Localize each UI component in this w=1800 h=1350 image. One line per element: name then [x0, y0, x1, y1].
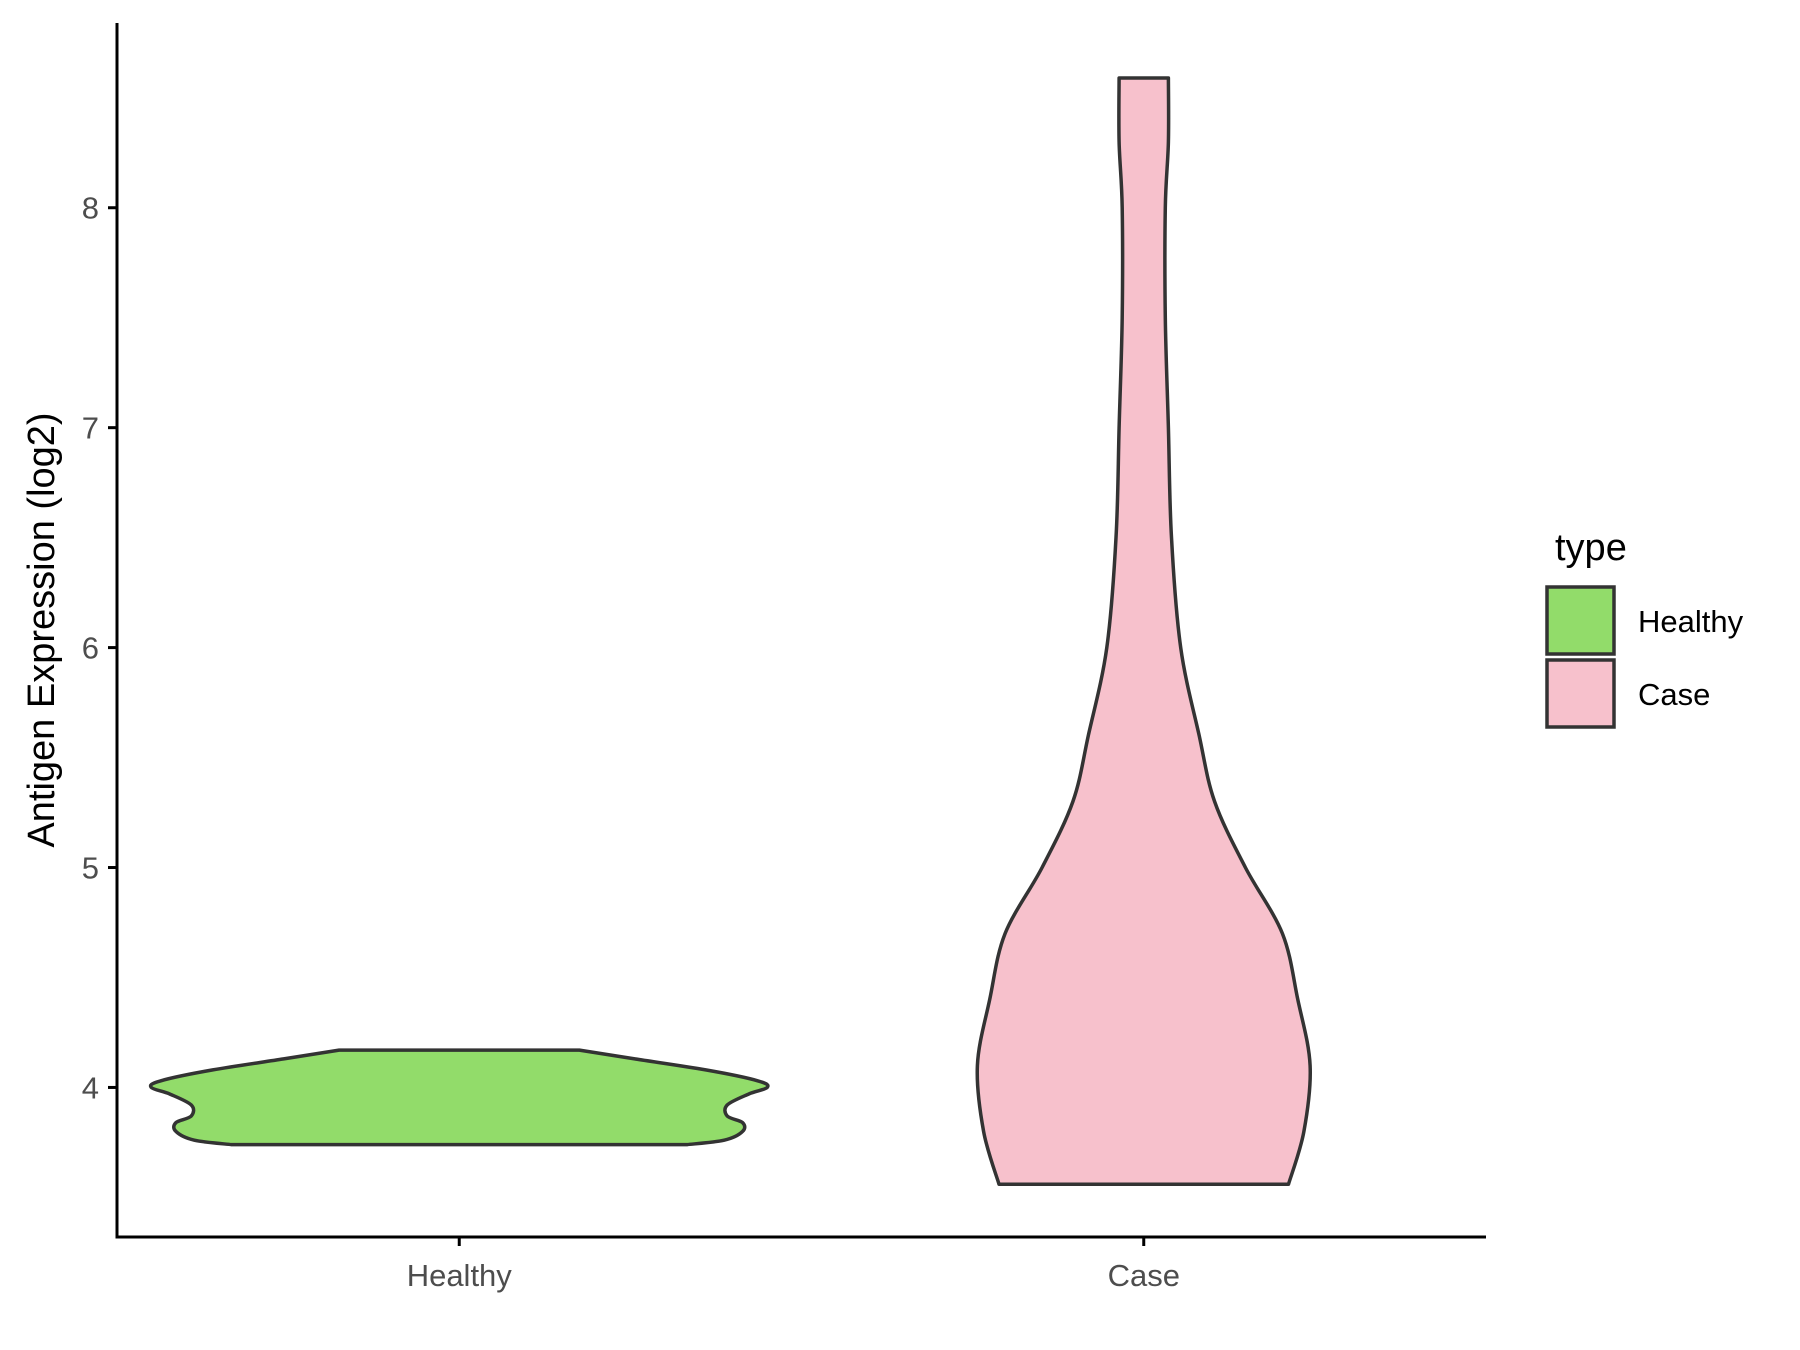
- legend: type Healthy Case: [1545, 527, 1744, 729]
- axes-layer: [115, 23, 1486, 1239]
- violin-layer: [148, 76, 1313, 1186]
- violin-case: [975, 76, 1313, 1186]
- y-tick-label: 6: [82, 631, 99, 666]
- y-tick-label: 8: [82, 191, 99, 226]
- violin-healthy: [148, 1048, 770, 1147]
- x-tick-label: Healthy: [407, 1258, 513, 1293]
- legend-title: type: [1555, 527, 1627, 569]
- y-tick-label: 5: [82, 851, 99, 886]
- y-tick-label: 7: [82, 411, 99, 446]
- y-axis-title: Antigen Expression (log2): [21, 412, 63, 847]
- y-ticks: 4 5 6 7 8: [82, 191, 117, 1105]
- legend-label-case: Case: [1638, 677, 1710, 712]
- x-ticks: Healthy Case: [407, 1237, 1180, 1293]
- legend-label-healthy: Healthy: [1638, 604, 1744, 639]
- y-tick-label: 4: [82, 1070, 99, 1105]
- legend-key-healthy: [1545, 585, 1616, 656]
- legend-key-case: [1545, 658, 1616, 729]
- x-tick-label: Case: [1108, 1258, 1180, 1293]
